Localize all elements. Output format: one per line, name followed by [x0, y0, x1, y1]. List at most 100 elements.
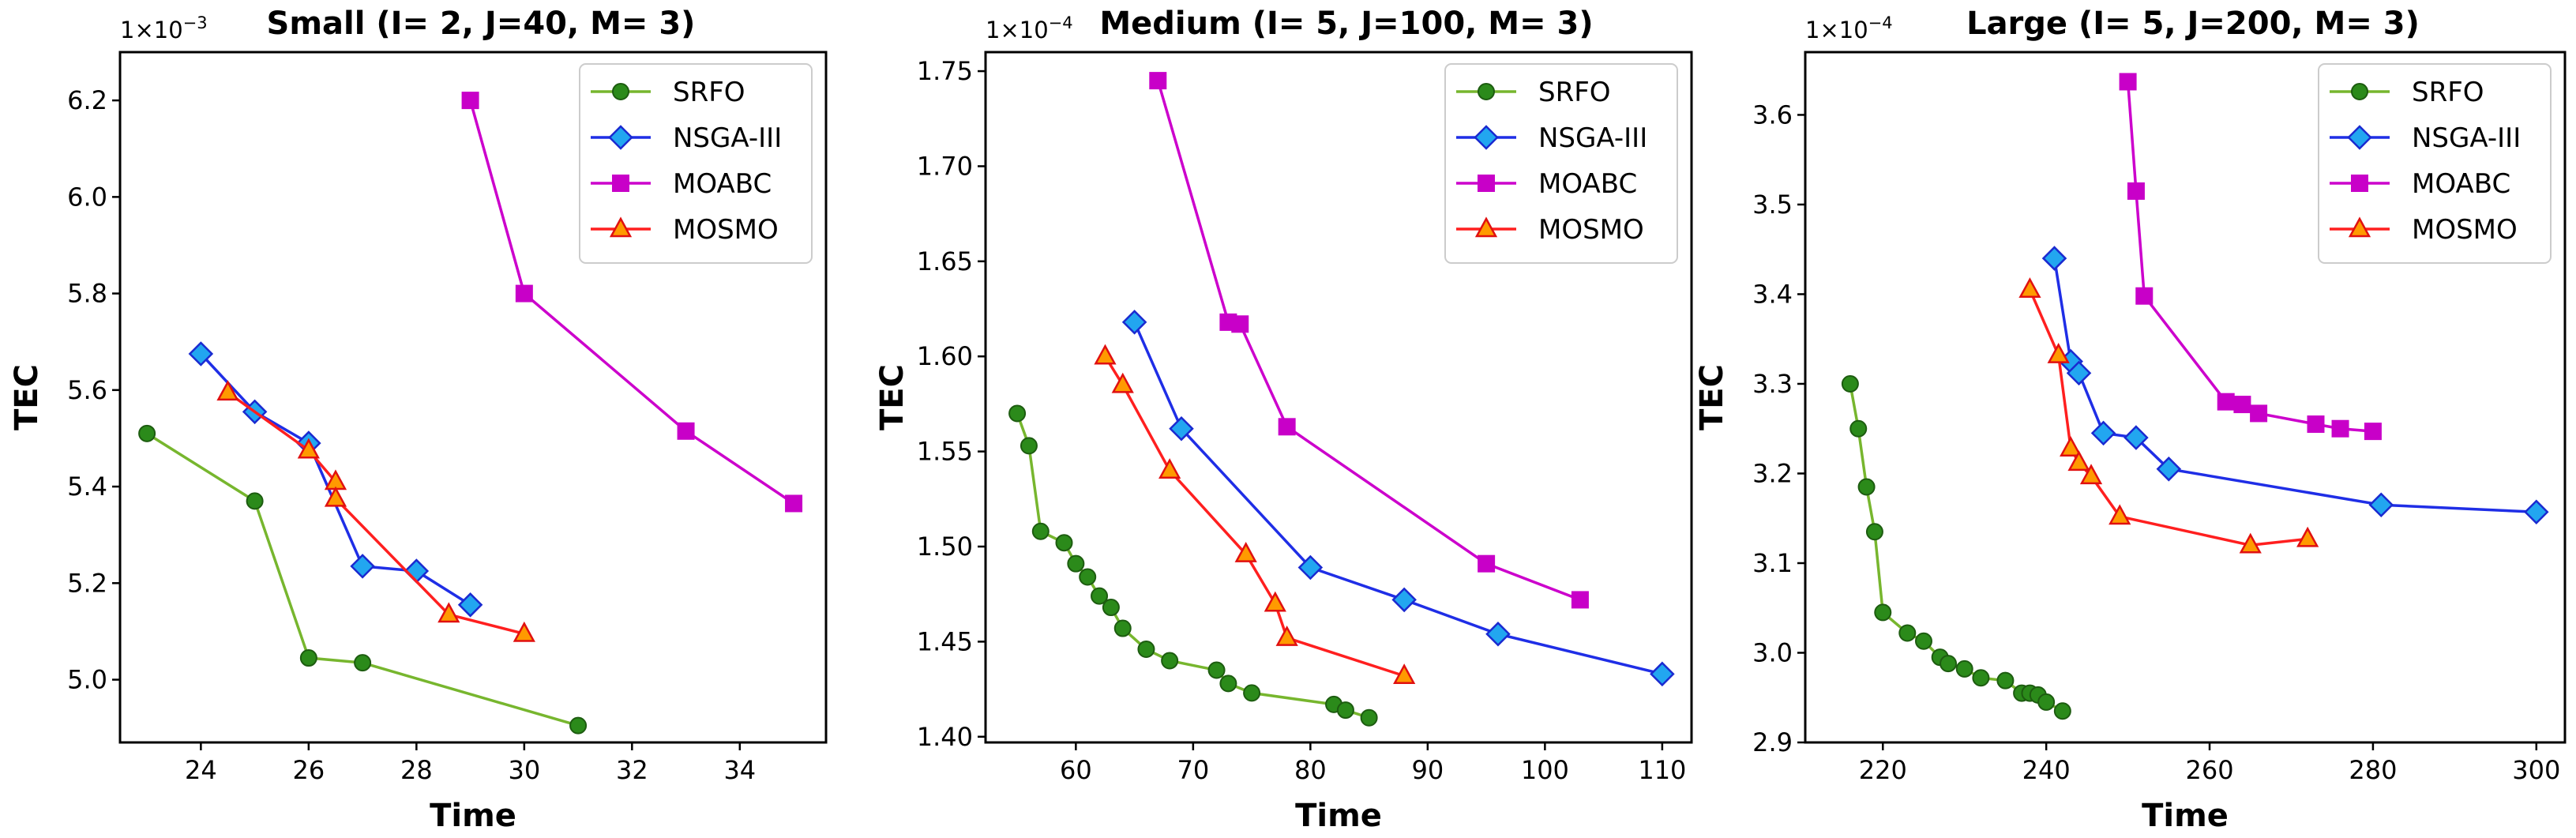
data-point [2524, 499, 2549, 525]
legend-entry: MOSMO [2330, 214, 2518, 246]
x-tick-label: 220 [1859, 755, 1907, 785]
legend-entry: NSGA-III [2330, 122, 2521, 154]
legend-marker [1474, 216, 1498, 238]
data-point [2217, 393, 2235, 411]
data-point [1219, 675, 1237, 693]
data-point [461, 92, 479, 110]
y-scale-label: 1×10−4 [986, 13, 1073, 43]
legend-entry: SRFO [2330, 77, 2484, 108]
legend-marker [2351, 175, 2368, 192]
legend-entry: MOSMO [591, 214, 779, 246]
legend: SRFO NSGA-III MOABC MOSMO [2318, 63, 2552, 264]
data-point [1849, 419, 1868, 438]
legend-label: MOSMO [2412, 214, 2518, 246]
data-point [2067, 450, 2090, 472]
legend-label: MOABC [2412, 168, 2510, 200]
legend-label: MOABC [673, 168, 772, 200]
data-point [1297, 554, 1324, 581]
data-point [1102, 599, 1120, 617]
legend-entry: NSGA-III [591, 122, 782, 154]
legend-box [1444, 63, 1678, 264]
x-tick-label: 80 [1294, 755, 1327, 785]
series-nsga-iii [2041, 246, 2549, 525]
legend-box [579, 63, 813, 264]
x-tick-label: 28 [400, 755, 433, 785]
data-point [1243, 684, 1261, 702]
y-tick-label: 3.3 [1752, 369, 1793, 399]
series-line [1103, 355, 1405, 678]
legend-label: NSGA-III [2412, 122, 2521, 154]
data-point [2250, 404, 2268, 423]
series-nsga-iii [1121, 310, 1675, 687]
chart-title: Medium (I= 5, J=100, M= 3) [1099, 6, 1593, 42]
legend-marker [2347, 125, 2372, 150]
y-scale-label: 1×10−4 [1805, 13, 1893, 43]
data-point [2296, 526, 2319, 547]
y-tick-label: 3.4 [1752, 279, 1793, 309]
legend-entry: MOABC [2330, 168, 2510, 200]
series-mosmo [216, 380, 535, 642]
series-srfo [138, 424, 588, 735]
data-point [2090, 420, 2116, 446]
legend-entry: MOABC [1456, 168, 1637, 200]
chart-title: Large (I= 5, J=200, M= 3) [1966, 6, 2420, 42]
legend-label: SRFO [2412, 77, 2484, 108]
chart-title: Small (I= 2, J=40, M= 3) [267, 6, 696, 42]
y-tick-label: 1.75 [917, 56, 973, 86]
legend-entry: MOSMO [1456, 214, 1644, 246]
legend-entry: SRFO [591, 77, 745, 108]
legend-entry: NSGA-III [1456, 122, 1647, 154]
data-point [1865, 523, 1883, 541]
data-point [2066, 360, 2092, 386]
x-tick-label: 34 [723, 755, 756, 785]
data-point [138, 424, 156, 442]
y-tick-label: 1.50 [917, 532, 973, 562]
data-point [515, 284, 533, 303]
data-point [1857, 478, 1876, 496]
x-tick-label: 32 [616, 755, 648, 785]
data-point [1485, 621, 1511, 647]
chart-panel-2: Medium (I= 5, J=100, M= 3) 1×10−4 60 70 80 90… [874, 6, 1693, 834]
chart-panel-1: Small (I= 2, J=40, M= 3) 1×10−3 24 26 28 30 32… [9, 6, 828, 834]
data-point [2079, 464, 2103, 485]
data-point [1008, 404, 1027, 423]
legend-marker [2348, 216, 2371, 238]
series-line [1156, 80, 1581, 602]
x-tick-label: 30 [508, 755, 540, 785]
data-point [2060, 436, 2082, 457]
x-tick-label: 26 [292, 755, 325, 785]
x-tick-label: 100 [1521, 755, 1569, 785]
data-point [569, 716, 588, 735]
data-point [2041, 246, 2067, 271]
x-tick-label: 110 [1638, 755, 1686, 785]
data-point [1571, 591, 1589, 609]
data-point [1650, 661, 1675, 687]
data-point [2018, 277, 2041, 299]
series-line [2052, 257, 2537, 514]
y-scale-label: 1×10−3 [120, 13, 208, 43]
series-moabc [1149, 72, 1589, 609]
legend-label: SRFO [673, 77, 745, 108]
x-tick-label: 60 [1060, 755, 1092, 785]
data-point [1149, 72, 1167, 90]
series-line [146, 432, 579, 727]
y-tick-label: 3.2 [1752, 458, 1793, 488]
data-point [299, 649, 317, 667]
y-tick-label: 3.1 [1752, 548, 1793, 578]
y-tick-label: 1.70 [917, 151, 973, 181]
series-moabc [2119, 73, 2382, 441]
data-point [1874, 603, 1892, 622]
legend-marker [1474, 125, 1499, 150]
series-srfo [1841, 374, 2071, 720]
x-tick-label: 90 [1412, 755, 1444, 785]
data-point [2307, 415, 2325, 434]
data-point [1336, 701, 1354, 720]
y-axis-label: TEC [9, 364, 45, 430]
data-point [1055, 534, 1073, 552]
y-tick-label: 1.60 [917, 341, 973, 371]
legend-label: NSGA-III [673, 122, 782, 154]
data-point [1898, 624, 1917, 642]
data-point [1996, 671, 2015, 690]
data-point [246, 492, 264, 510]
